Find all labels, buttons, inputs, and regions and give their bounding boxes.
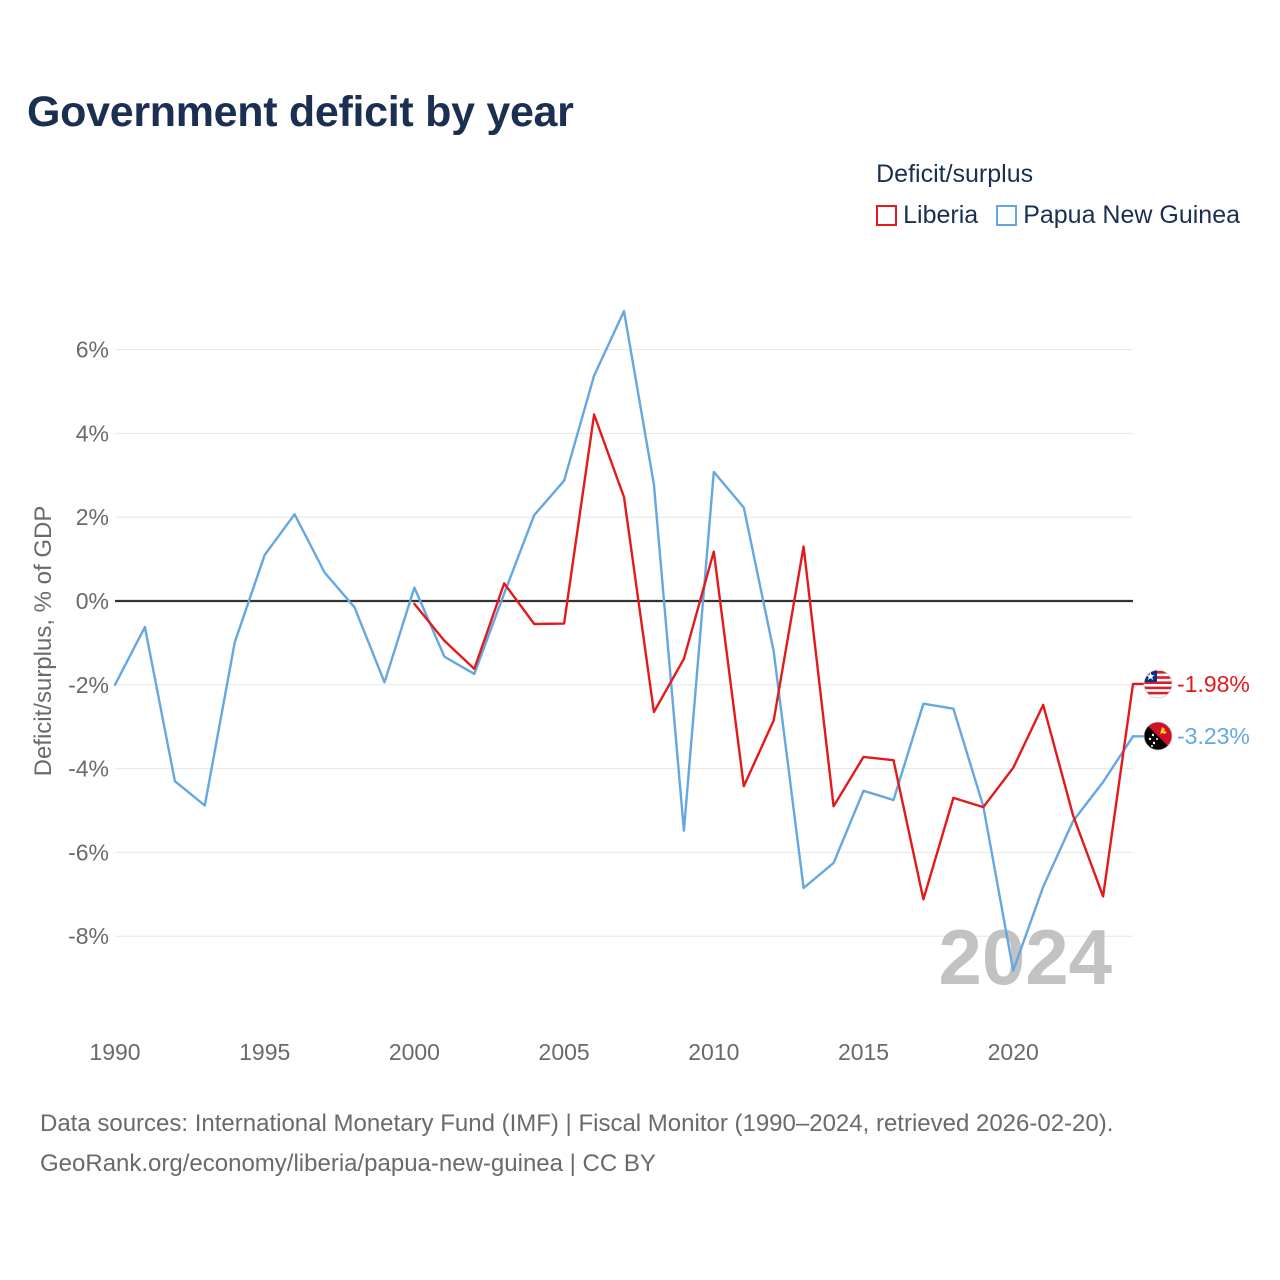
y-tick-label: -6% bbox=[68, 839, 109, 865]
x-tick-label: 2000 bbox=[389, 1039, 440, 1065]
x-tick-label: 2020 bbox=[988, 1039, 1039, 1065]
footer: Data sources: International Monetary Fun… bbox=[40, 1104, 1113, 1184]
y-tick-label: -8% bbox=[68, 923, 109, 949]
legend-swatch-liberia bbox=[876, 205, 898, 226]
legend: Deficit/surplus Liberia Papua New Guinea bbox=[876, 160, 1240, 230]
x-tick-label: 2010 bbox=[688, 1039, 739, 1065]
y-tick-label: -4% bbox=[68, 756, 109, 782]
y-axis-label: Deficit/surplus, % of GDP bbox=[30, 506, 57, 777]
series-lines bbox=[113, 309, 1144, 972]
attribution-link[interactable]: GeoRank.org/economy/liberia/papua-new-gu… bbox=[40, 1150, 656, 1177]
y-axis-tick-labels: 6% 4% 2% 0% -2% -4% -6% -8% bbox=[68, 337, 109, 950]
y-tick-label: 0% bbox=[76, 588, 109, 614]
papua-new-guinea-end-value-label: -3.23% bbox=[1177, 723, 1250, 749]
liberia-end-value-label: -1.98% bbox=[1177, 671, 1250, 697]
legend-swatch-papua-new-guinea bbox=[996, 205, 1018, 226]
y-tick-label: 6% bbox=[76, 337, 109, 363]
year-watermark: 2024 bbox=[938, 913, 1112, 1001]
papua-new-guinea-flag-icon bbox=[1143, 721, 1173, 751]
legend-label-papua-new-guinea: Papua New Guinea bbox=[1023, 201, 1240, 229]
y-tick-label: 2% bbox=[76, 504, 109, 530]
series-line-liberia bbox=[413, 413, 1135, 901]
y-tick-label: 4% bbox=[76, 420, 109, 446]
x-tick-label: 1995 bbox=[239, 1039, 290, 1065]
legend-item-liberia[interactable]: Liberia bbox=[876, 201, 978, 230]
series-line-papua-new-guinea bbox=[113, 309, 1135, 972]
chart-title: Government deficit by year bbox=[27, 88, 574, 136]
liberia-flag-icon bbox=[1143, 669, 1173, 699]
legend-item-papua-new-guinea[interactable]: Papua New Guinea bbox=[996, 201, 1240, 230]
x-axis-tick-labels: 1990 1995 2000 2005 2010 2015 2020 bbox=[89, 1039, 1038, 1065]
data-source-text: Data sources: International Monetary Fun… bbox=[40, 1110, 1114, 1137]
legend-title: Deficit/surplus bbox=[876, 160, 1034, 188]
line-chart: 6% 4% 2% 0% -2% -4% -6% -8% 1990 1995 2000 2005 201… bbox=[30, 309, 1250, 1065]
x-tick-label: 2015 bbox=[838, 1039, 889, 1065]
x-tick-label: 1990 bbox=[89, 1039, 140, 1065]
gridlines bbox=[115, 349, 1133, 937]
x-tick-label: 2005 bbox=[539, 1039, 590, 1065]
y-tick-label: -2% bbox=[68, 672, 109, 698]
legend-label-liberia: Liberia bbox=[903, 201, 979, 229]
